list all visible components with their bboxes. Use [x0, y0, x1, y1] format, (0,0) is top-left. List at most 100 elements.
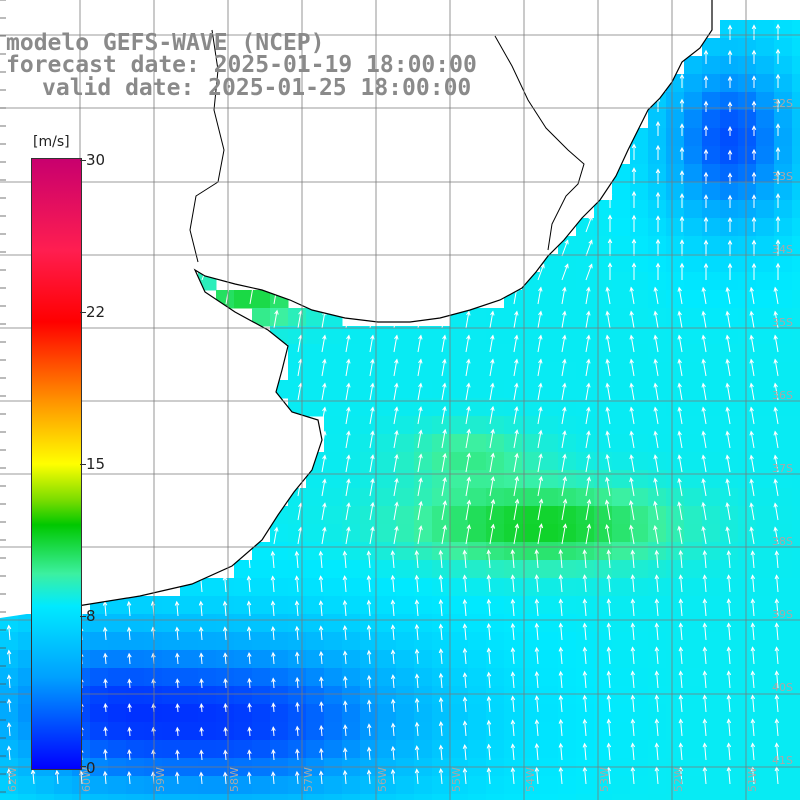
speed-cell: [558, 794, 577, 800]
wind-arrow: [630, 622, 636, 641]
wind-arrow: [465, 405, 471, 425]
speed-cell: [234, 578, 253, 597]
wind-arrow: [701, 382, 707, 401]
speed-cell: [792, 128, 800, 147]
speed-cell: [396, 578, 415, 597]
speed-cell: [540, 524, 559, 543]
speed-cell: [774, 146, 793, 165]
speed-cell: [216, 704, 235, 723]
speed-cell: [774, 794, 793, 800]
wind-arrow: [750, 670, 756, 689]
speed-cell: [360, 380, 379, 399]
wind-arrow: [582, 622, 588, 641]
speed-cell: [702, 560, 721, 579]
speed-cell: [720, 632, 739, 651]
wind-arrow: [345, 502, 351, 521]
wind-arrow: [703, 75, 709, 88]
speed-cell: [432, 470, 451, 489]
colorbar-tick-30: 30: [86, 151, 106, 169]
wind-arrow: [321, 526, 327, 545]
speed-cell: [738, 272, 757, 291]
wind-arrow: [343, 747, 348, 761]
wind-arrow: [465, 499, 472, 521]
wind-arrow: [366, 550, 372, 569]
wind-arrow: [414, 768, 420, 785]
speed-cell: [612, 236, 631, 255]
speed-cell: [702, 506, 721, 525]
speed-cell: [198, 578, 217, 597]
speed-cell: [594, 614, 613, 633]
speed-cell: [684, 506, 703, 525]
speed-cell: [774, 470, 793, 489]
speed-cell: [738, 326, 757, 345]
speed-cell: [234, 290, 253, 309]
speed-cell: [450, 362, 469, 381]
speed-cell: [432, 686, 451, 705]
speed-cell: [756, 56, 775, 75]
speed-cell: [666, 200, 685, 219]
wind-arrow: [631, 143, 637, 160]
speed-cell: [108, 794, 127, 800]
wind-arrow: [749, 478, 755, 497]
wind-arrow: [534, 695, 540, 713]
wind-arrow: [537, 310, 543, 329]
speed-cell: [468, 704, 487, 723]
speed-cell: [504, 632, 523, 651]
speed-cell: [684, 182, 703, 201]
wind-arrow: [199, 652, 204, 665]
speed-cell: [612, 650, 631, 669]
speed-cell: [540, 542, 559, 561]
speed-cell: [684, 560, 703, 579]
speed-cell: [504, 326, 523, 345]
speed-cell: [792, 218, 800, 237]
speed-cell: [378, 596, 397, 615]
speed-cell: [612, 614, 631, 633]
speed-cell: [756, 308, 775, 327]
speed-cell: [450, 722, 469, 741]
speed-cell: [234, 650, 253, 669]
speed-cell: [576, 254, 595, 273]
wind-arrow: [678, 622, 684, 641]
speed-cell: [270, 704, 289, 723]
speed-cell: [576, 362, 595, 381]
wind-arrow: [318, 625, 324, 641]
speed-cell: [720, 20, 739, 39]
wind-arrow: [702, 670, 708, 689]
wind-arrow: [414, 549, 420, 569]
wind-arrow: [607, 262, 613, 280]
speed-cell: [36, 794, 55, 800]
speed-cell: [540, 560, 559, 579]
speed-cell: [756, 380, 775, 399]
speed-cell: [576, 614, 595, 633]
speed-cell: [702, 272, 721, 291]
wind-arrow: [345, 358, 351, 377]
speed-cell: [432, 326, 451, 345]
speed-cell: [756, 398, 775, 417]
speed-cell: [288, 524, 307, 543]
speed-cell: [198, 722, 217, 741]
speed-cell: [558, 290, 577, 309]
speed-cell: [666, 488, 685, 507]
speed-cell: [576, 470, 595, 489]
wind-arrow: [605, 523, 611, 545]
speed-cell: [522, 362, 541, 381]
speed-cell: [702, 722, 721, 741]
speed-cell: [288, 344, 307, 363]
speed-cell: [576, 560, 595, 579]
wind-arrow: [246, 626, 252, 641]
wind-arrow: [679, 146, 685, 160]
speed-cell: [504, 344, 523, 363]
speed-cell: [522, 290, 541, 309]
speed-cell: [612, 578, 631, 597]
speed-cell: [360, 704, 379, 723]
speed-cell: [540, 344, 559, 363]
speed-cell: [666, 722, 685, 741]
speed-cell: [270, 632, 289, 651]
speed-cell: [324, 542, 343, 561]
wind-arrow: [537, 498, 544, 521]
speed-cell: [504, 362, 523, 381]
speed-cell: [594, 488, 613, 507]
speed-cell: [612, 668, 631, 687]
speed-cell: [702, 218, 721, 237]
